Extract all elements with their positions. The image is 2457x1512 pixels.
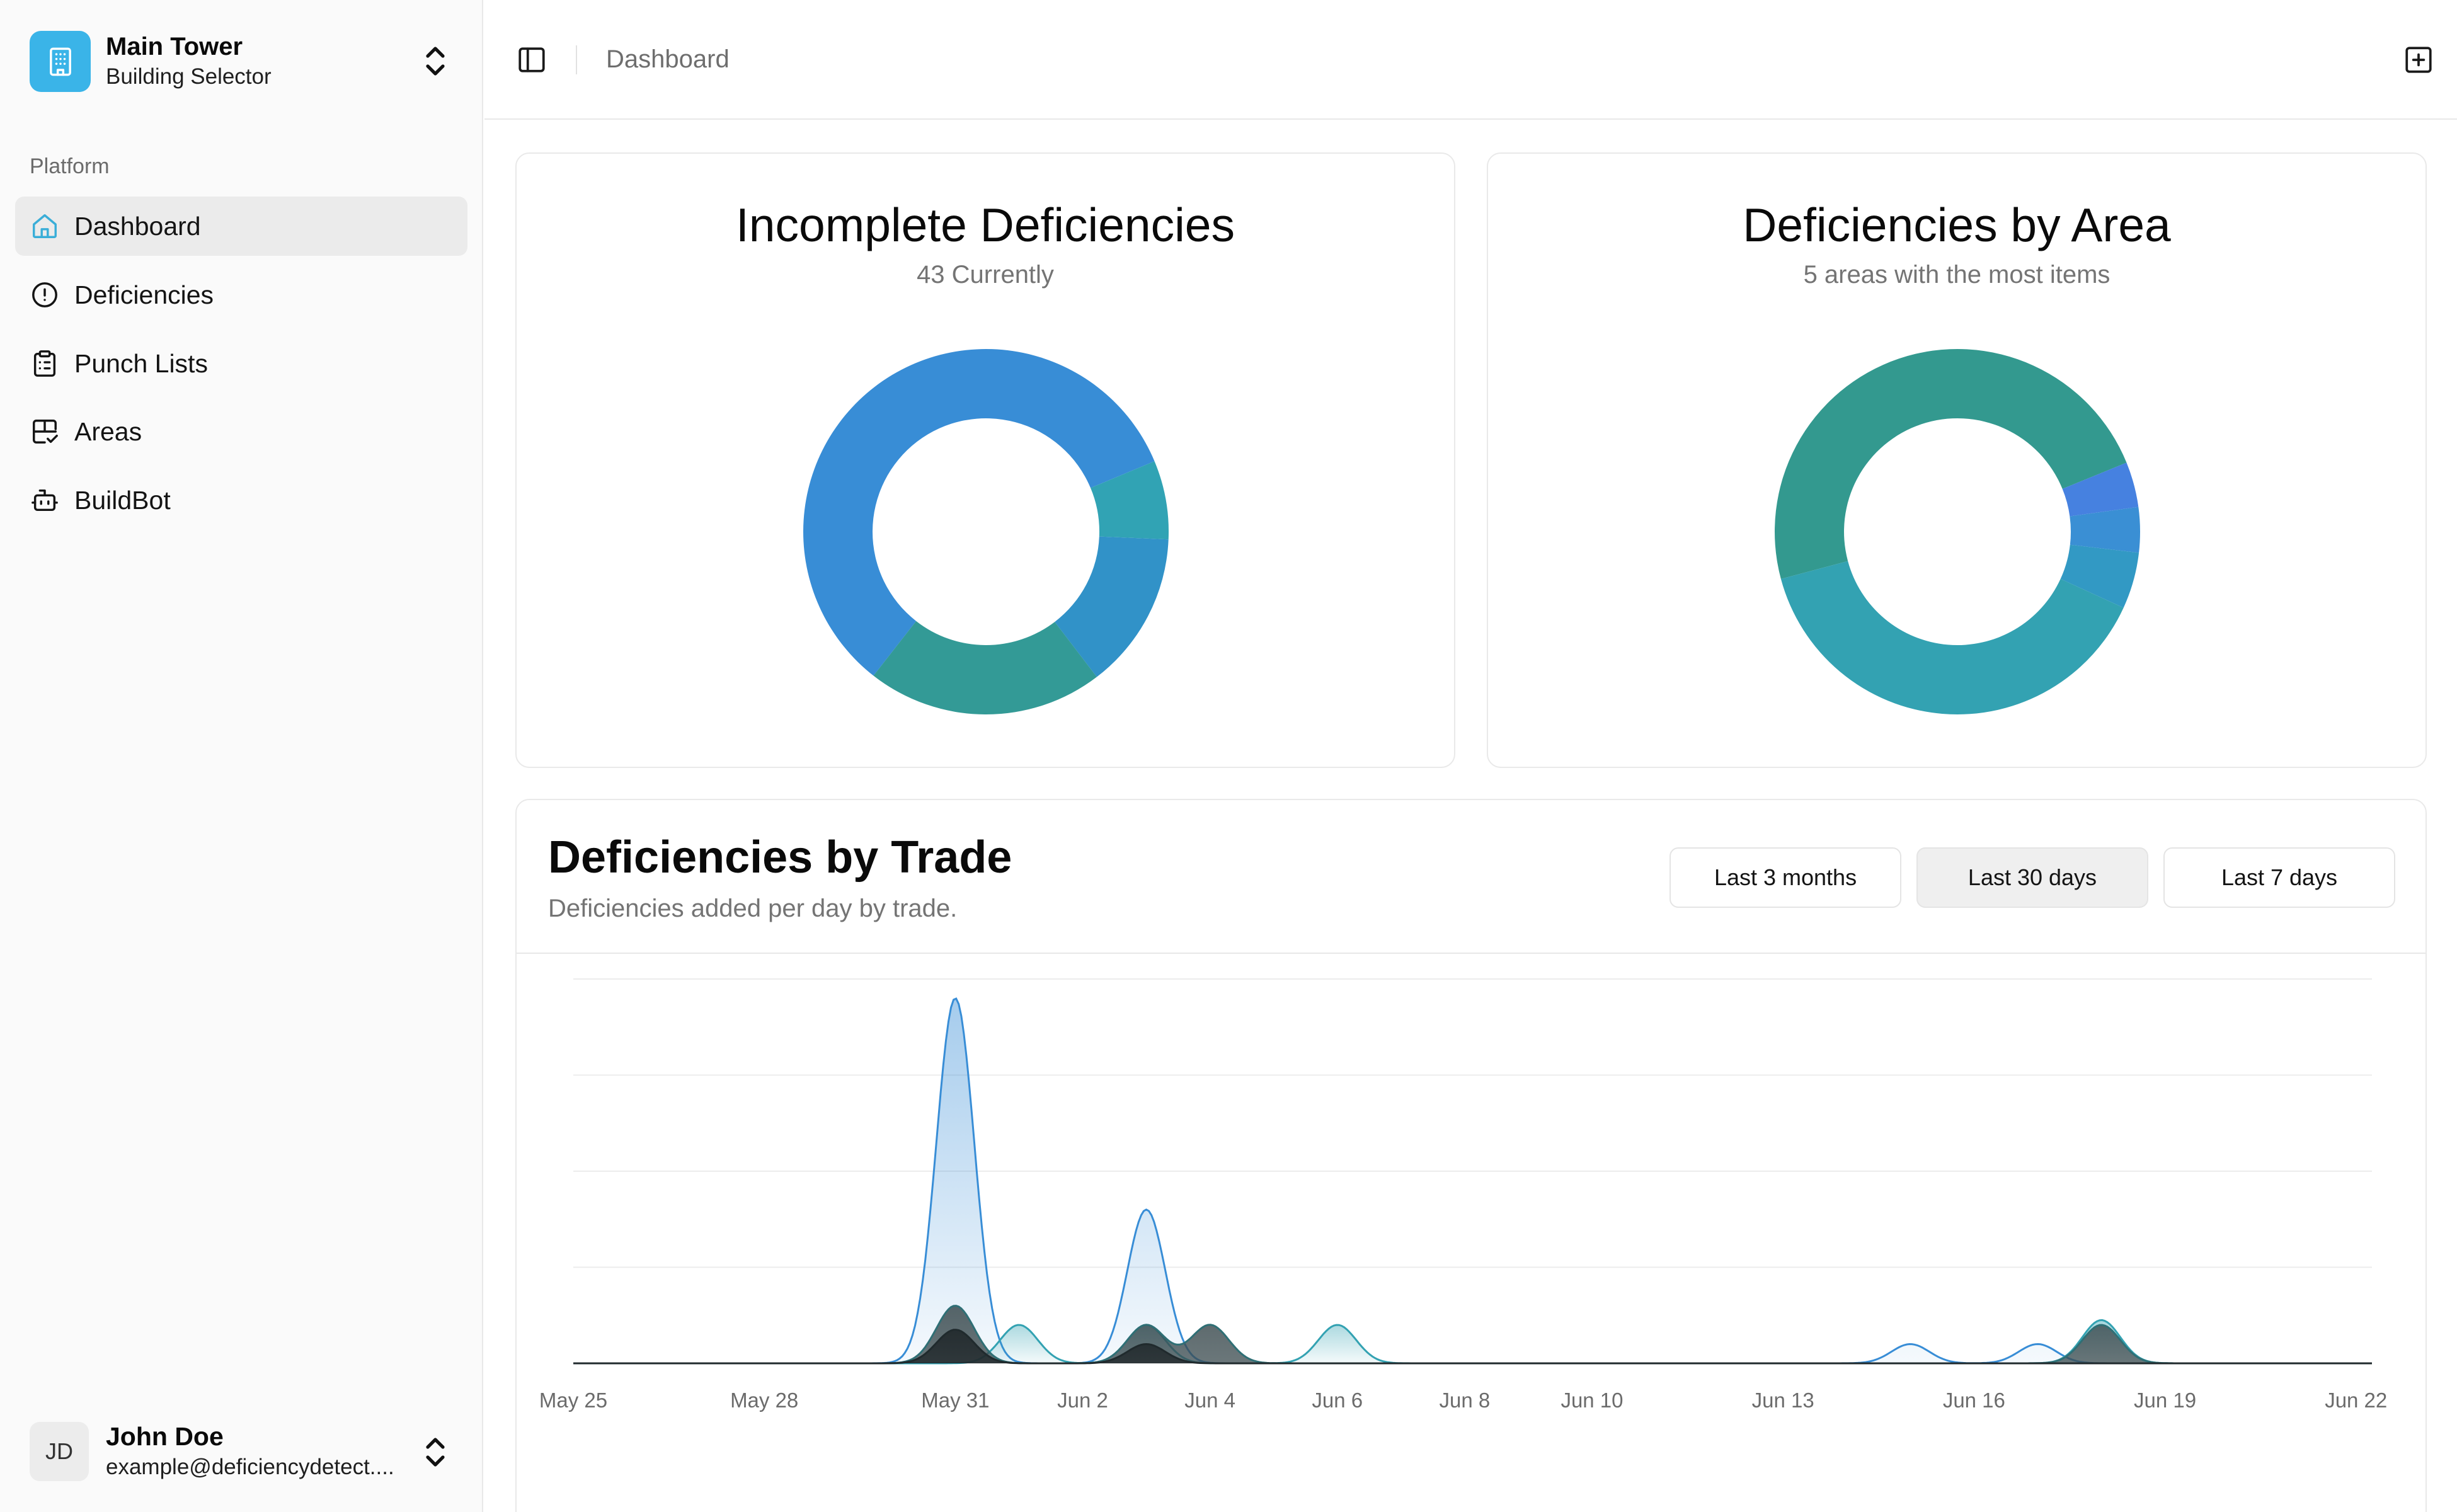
card-title: Incomplete Deficiencies <box>735 198 1235 251</box>
x-tick-label: Jun 4 <box>1184 1389 1235 1412</box>
donut-slice-5[interactable] <box>1780 561 2124 714</box>
breadcrumb[interactable]: Dashboard <box>606 45 730 73</box>
chevrons-up-down-icon[interactable] <box>423 43 448 79</box>
x-tick-label: Jun 10 <box>1561 1389 1623 1412</box>
avatar: JD <box>30 1422 89 1481</box>
chevrons-up-down-icon[interactable] <box>423 1435 448 1470</box>
sidebar-toggle-icon[interactable] <box>516 44 547 76</box>
sidebar: Main Tower Building Selector Platform Da… <box>0 0 483 1512</box>
sidebar-item-label: Areas <box>74 416 142 446</box>
divider <box>576 45 577 74</box>
card-title: Deficiencies by Trade <box>548 832 1012 883</box>
sidebar-item-label: Punch Lists <box>74 348 208 378</box>
donut-slice-1[interactable] <box>1775 349 2127 580</box>
donut-slice-2[interactable] <box>1091 461 1169 540</box>
sidebar-item-dashboard[interactable]: Dashboard <box>15 197 467 256</box>
x-tick-label: Jun 19 <box>2134 1389 2196 1412</box>
alert-circle-icon <box>32 282 57 307</box>
home-icon <box>33 214 57 238</box>
sidebar-item-deficiencies[interactable]: Deficiencies <box>15 265 467 324</box>
sidebar-item-buildbot[interactable]: BuildBot <box>15 471 467 530</box>
donut-slice-3[interactable] <box>2070 507 2140 553</box>
deficiencies-by-trade-area-chart: May 25 May 28 May 31 Jun 2 Jun 4 Jun 6 Jun 8 Ju… <box>539 978 2387 1412</box>
add-square-icon[interactable] <box>2403 44 2434 76</box>
user-name: John Doe <box>106 1422 224 1451</box>
x-tick-label: Jun 2 <box>1057 1389 1108 1412</box>
x-tick-label: May 31 <box>921 1389 989 1412</box>
grid-check-icon <box>33 420 58 444</box>
card-subtitle: 43 Currently <box>917 261 1054 289</box>
card-title: Deficiencies by Area <box>1743 198 2171 251</box>
building-selector[interactable]: Main Tower Building Selector <box>30 30 458 93</box>
x-tick-label: Jun 6 <box>1312 1389 1363 1412</box>
card-subtitle: Deficiencies added per day by trade. <box>548 895 958 922</box>
sidebar-item-label: BuildBot <box>74 485 171 515</box>
clipboard-list-icon <box>33 350 56 377</box>
deficiencies-by-area-card: Deficiencies by Area 5 areas with the mo… <box>1487 152 2427 768</box>
building-icon <box>30 31 91 92</box>
series-area-2 <box>573 1320 2372 1363</box>
x-tick-label: May 28 <box>730 1389 798 1412</box>
building-name: Main Tower <box>106 33 243 60</box>
donut-slice-1[interactable] <box>803 349 1155 676</box>
deficiencies-by-area-donut <box>1775 349 2140 714</box>
series-line-4[interactable] <box>573 1329 2372 1365</box>
sidebar-item-areas[interactable]: Areas <box>15 402 467 461</box>
nav-group-label: Platform <box>30 154 110 178</box>
bot-icon <box>32 489 58 512</box>
top-bar: Dashboard <box>484 0 2457 120</box>
x-tick-label: Jun 16 <box>1943 1389 2005 1412</box>
series-area-1 <box>573 999 2372 1363</box>
deficiencies-by-trade-card: Deficiencies by Trade Deficiencies added… <box>515 799 2427 1512</box>
series-area-3 <box>573 1305 2372 1363</box>
range-last-30-days-button[interactable]: Last 30 days <box>1916 847 2148 908</box>
card-subtitle: 5 areas with the most items <box>1803 261 2110 289</box>
donut-slice-3[interactable] <box>1055 536 1169 677</box>
range-last-3-months-button[interactable]: Last 3 months <box>1670 847 1901 908</box>
user-menu[interactable]: JD John Doe example@deficiencydetect.... <box>30 1421 458 1484</box>
divider <box>517 953 2426 954</box>
x-tick-label: May 25 <box>539 1389 607 1412</box>
x-tick-label: Jun 13 <box>1752 1389 1814 1412</box>
x-tick-label: Jun 8 <box>1440 1389 1491 1412</box>
user-email: example@deficiencydetect.... <box>106 1455 394 1479</box>
donut-slice-4[interactable] <box>873 621 1097 714</box>
donut-slice-2[interactable] <box>2062 462 2139 517</box>
range-last-7-days-button[interactable]: Last 7 days <box>2163 847 2395 908</box>
incomplete-deficiencies-donut <box>803 349 1169 714</box>
donut-slice-4[interactable] <box>2060 544 2139 608</box>
building-selector-subtitle: Building Selector <box>106 64 272 89</box>
sidebar-item-label: Dashboard <box>74 211 201 241</box>
series-line-1[interactable] <box>573 997 2372 1365</box>
sidebar-item-punch-lists[interactable]: Punch Lists <box>15 334 467 393</box>
sidebar-item-label: Deficiencies <box>74 280 214 309</box>
x-tick-label: Jun 22 <box>2325 1389 2387 1412</box>
incomplete-deficiencies-card: Incomplete Deficiencies 43 Currently <box>515 152 1455 768</box>
